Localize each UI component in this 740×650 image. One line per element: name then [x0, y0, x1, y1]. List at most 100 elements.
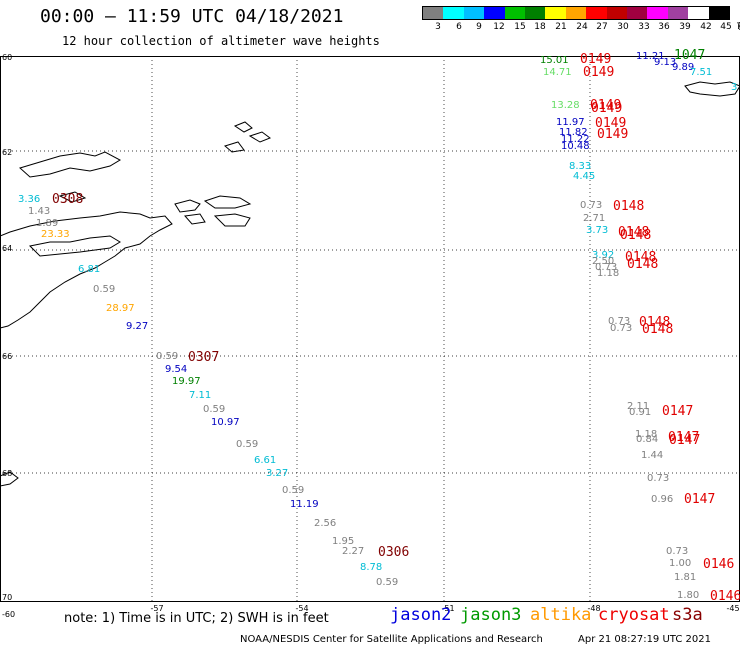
wave-height-value: 11.21: [636, 51, 665, 62]
wave-height-value: 3: [731, 82, 738, 93]
legend-swatch: [667, 7, 689, 19]
legend-swatch: [586, 7, 607, 19]
wave-height-value: 1.81: [674, 572, 697, 583]
longitude-label: -54: [295, 604, 309, 613]
color-scale-legend: [422, 6, 730, 20]
wave-height-value: 1.80: [677, 590, 700, 601]
generation-timestamp: Apr 21 08:27:19 UTC 2021: [578, 634, 711, 645]
legend-swatch: [647, 7, 668, 19]
satellite-legend-cryosat: cryosat: [598, 605, 670, 625]
legend-label: 36: [658, 22, 670, 32]
wave-height-value: 19.97: [172, 376, 201, 387]
color-scale-labels: 36912151821242730333639424570(ft): [422, 22, 740, 34]
wave-height-value: 0.59: [282, 485, 305, 496]
wave-height-value: 0.73: [595, 262, 618, 273]
wave-height-value: 14.71: [543, 67, 572, 78]
pass-time-label: 0148: [620, 228, 652, 243]
legend-swatch: [708, 7, 730, 19]
pass-time-label: 0306: [378, 545, 410, 560]
longitude-label: -48: [587, 604, 601, 613]
latitude-label: 70: [2, 593, 13, 602]
latitude-label: 68: [2, 469, 13, 478]
wave-height-value: 0.73: [608, 316, 631, 327]
legend-swatch: [545, 7, 566, 19]
longitude-label: -51: [441, 604, 455, 613]
wave-height-value: 2.56: [314, 518, 337, 529]
wave-height-value: 2.71: [583, 213, 606, 224]
pass-time-label: 0307: [188, 350, 220, 365]
legend-swatch: [484, 7, 505, 19]
wave-height-value: 1.18: [635, 429, 658, 440]
legend-label: 42: [700, 22, 712, 32]
legend-label: 39: [679, 22, 691, 32]
wave-height-value: 11.22: [561, 134, 590, 145]
chart-title: 00:00 – 11:59 UTC 04/18/2021: [40, 6, 344, 27]
wave-height-value: 11.97: [556, 117, 585, 128]
wave-height-value: 3.92: [592, 250, 615, 261]
pass-time-label: 0146: [703, 557, 735, 572]
latitude-label: 66: [2, 352, 13, 361]
pass-time-label: 0147: [669, 433, 701, 448]
wave-height-value: 11.82: [559, 127, 588, 138]
satellite-legend-jason3: jason3: [460, 605, 522, 625]
latitude-label: 64: [2, 244, 13, 253]
legend-label: 18: [534, 22, 546, 32]
legend-swatch: [504, 7, 526, 19]
wave-height-value: 0.59: [236, 439, 259, 450]
legend-swatch: [423, 7, 444, 19]
wave-height-value: 1.43: [28, 206, 51, 217]
legend-label: 24: [576, 22, 588, 32]
pass-time-label: 0149: [590, 98, 622, 113]
wave-height-value: 0.73: [666, 546, 689, 557]
legend-label: 6: [456, 22, 462, 32]
wave-height-value: 0.59: [156, 351, 179, 362]
legend-swatch: [688, 7, 709, 19]
pass-time-label: 0146: [710, 589, 740, 604]
footnote: note: 1) Time is in UTC; 2) SWH is in fe…: [64, 611, 329, 626]
legend-swatch: [627, 7, 648, 19]
wave-height-value: 8.78: [360, 562, 383, 573]
pass-time-label: 0147: [668, 430, 700, 445]
wave-height-value: 0.73: [610, 323, 633, 334]
wave-height-value: 0.59: [93, 284, 116, 295]
pass-time-label: 0149: [591, 101, 623, 116]
legend-swatch: [565, 7, 587, 19]
graticule: [0, 56, 740, 602]
legend-label: 21: [555, 22, 567, 32]
pass-time-label: 0149: [597, 127, 629, 142]
wave-height-value: 9.13: [654, 57, 677, 68]
wave-height-value: 2.11: [627, 401, 650, 412]
wave-height-value: 1.89: [36, 218, 59, 229]
pass-time-label: 0147: [662, 404, 694, 419]
legend-label: 9: [476, 22, 482, 32]
pass-time-label: 0149: [583, 65, 615, 80]
wave-height-value: 0.59: [376, 577, 399, 588]
wave-height-value: 7.51: [690, 67, 713, 78]
credit-line: NOAA/NESDIS Center for Satellite Applica…: [240, 634, 543, 645]
legend-label: (ft): [737, 22, 740, 32]
wave-height-value: 0.84: [636, 434, 659, 445]
wave-height-value: 15.01: [540, 55, 569, 66]
wave-height-value: 9.89: [672, 62, 695, 73]
wave-height-value: 1.95: [332, 536, 355, 547]
wave-height-value: 13.28: [551, 100, 580, 111]
legend-label: 12: [493, 22, 505, 32]
wave-height-value: 9.54: [165, 364, 188, 375]
pass-time-label: 1047: [674, 48, 706, 63]
chart-subtitle: 12 hour collection of altimeter wave hei…: [62, 34, 380, 48]
wave-height-value: 6.61: [254, 455, 277, 466]
wave-height-value: 10.48: [561, 141, 590, 152]
wave-height-value: 28.97: [106, 303, 135, 314]
wave-height-value: 3.27: [266, 468, 289, 479]
wave-height-value: 0.73: [647, 473, 670, 484]
pass-time-label: 0147: [684, 492, 716, 507]
wave-height-value: 3.73: [586, 225, 609, 236]
legend-swatch: [606, 7, 628, 19]
wave-height-value: 7.11: [189, 390, 212, 401]
wave-height-value: 0.73: [580, 200, 603, 211]
wave-height-value: 0.91: [629, 407, 652, 418]
satellite-legend-altika: altika: [530, 605, 592, 625]
legend-swatch: [443, 7, 464, 19]
wave-height-value: 1.00: [669, 558, 692, 569]
wave-height-value: 1.44: [641, 450, 664, 461]
